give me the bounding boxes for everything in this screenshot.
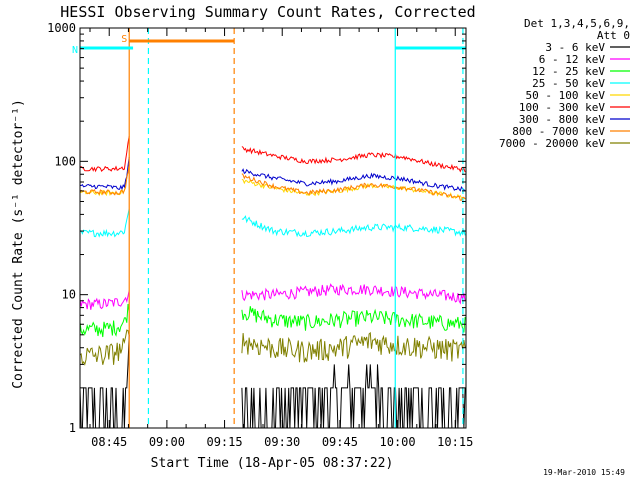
- series-line-8-seg1: [79, 164, 130, 196]
- chart-title: HESSI Observing Summary Count Rates, Cor…: [60, 3, 475, 21]
- y-tick-label-4: 1000: [47, 21, 76, 35]
- legend-label-3: 12 - 25 keV: [532, 65, 605, 78]
- legend-label-8: 800 - 7000 keV: [512, 125, 605, 138]
- series-line-7-seg2: [241, 168, 466, 192]
- plot-area: [80, 28, 466, 428]
- x-tick-label-2: 09:00: [149, 435, 185, 449]
- legend-label-9: 7000 - 20000 keV: [499, 137, 605, 150]
- legend-label-5: 50 - 100 keV: [526, 89, 606, 102]
- plot-frame: [79, 27, 467, 429]
- series-line-1-seg2: [241, 364, 466, 429]
- series-line-9-seg2: [241, 331, 466, 363]
- series-line-3-seg2: [241, 306, 466, 333]
- legend-header-line2: Att 0: [597, 29, 630, 42]
- y-axis-label: Corrected Count Rate (s⁻¹ detector⁻¹): [11, 99, 26, 389]
- data-layer: [79, 28, 466, 429]
- legend-label-7: 300 - 800 keV: [519, 113, 605, 126]
- axes-layer: 08:45 09:00 09:15 09:30 09:45 10:00 10:15 1 10 10…: [47, 21, 473, 449]
- series-line-9-seg1: [79, 329, 130, 366]
- x-tick-label-3: 09:15: [206, 435, 242, 449]
- series-line-3-seg1: [79, 303, 130, 338]
- y-tick-label-3: 100: [54, 154, 76, 168]
- series-line-8-seg2: [241, 173, 466, 201]
- series-line-5-seg2: [241, 178, 466, 201]
- series-line-6-seg1: [79, 136, 130, 173]
- series-line-7-seg1: [79, 157, 130, 191]
- series-line-6-seg2: [241, 146, 466, 173]
- legend-label-4: 25 - 50 keV: [532, 77, 605, 90]
- y-tick-label-1: 1: [69, 421, 76, 435]
- x-tick-label-7: 10:15: [437, 435, 473, 449]
- legend-label-1: 3 - 6 keV: [545, 41, 605, 54]
- x-tick-label-5: 09:45: [322, 435, 358, 449]
- series-line-4-seg1: [79, 208, 130, 238]
- y-tick-label-2: 10: [62, 288, 76, 302]
- legend-header-line1: Det 1,3,4,5,6,9,: [524, 17, 630, 30]
- marker-layer: SN: [72, 28, 466, 428]
- series-line-2-seg1: [79, 290, 130, 310]
- series-line-4-seg2: [241, 215, 466, 238]
- x-tick-label-6: 10:00: [380, 435, 416, 449]
- x-tick-label-4: 09:30: [264, 435, 300, 449]
- flag-label-1: S: [121, 34, 127, 45]
- legend-label-2: 6 - 12 keV: [539, 53, 606, 66]
- x-axis-label: Start Time (18-Apr-05 08:37:22): [151, 456, 394, 471]
- legend-label-6: 100 - 300 keV: [519, 101, 605, 114]
- x-tick-label-1: 08:45: [91, 435, 127, 449]
- series-line-2-seg2: [241, 283, 466, 305]
- timestamp: 19-Mar-2010 15:49: [543, 468, 625, 477]
- flag-label-2: N: [72, 45, 78, 56]
